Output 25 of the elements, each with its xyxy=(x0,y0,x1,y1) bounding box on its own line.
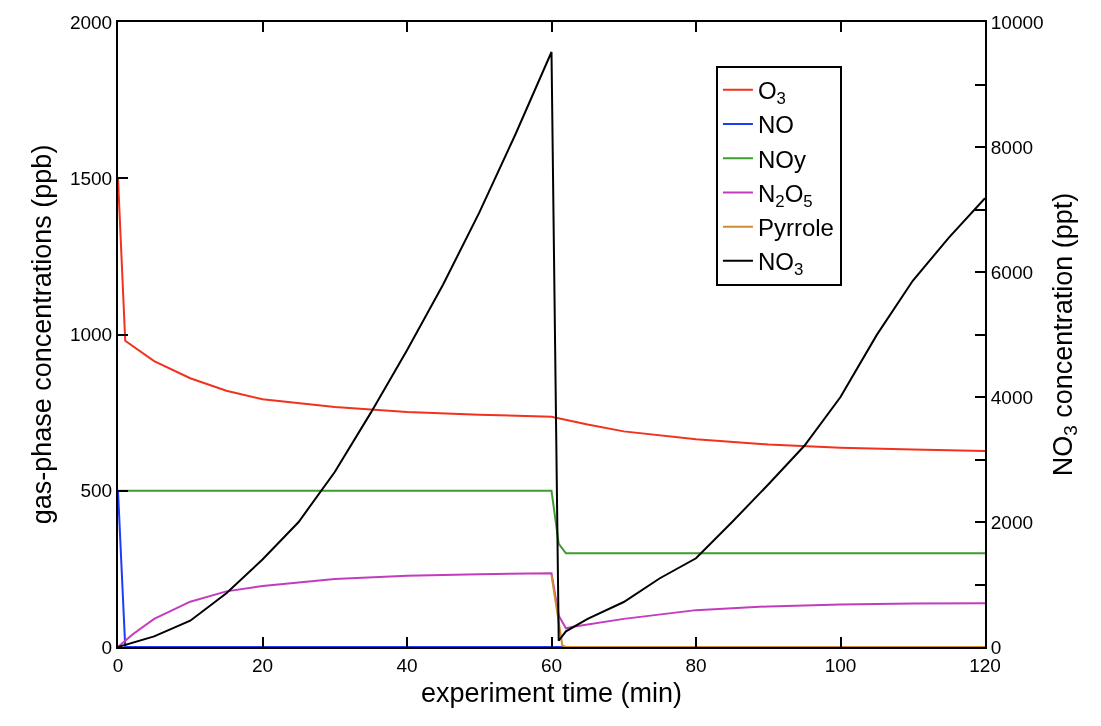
y-tick-label: 2000 xyxy=(69,11,113,33)
line-series xyxy=(118,572,985,647)
legend-label: NO xyxy=(757,111,794,139)
y2-tick-label: 6000 xyxy=(990,261,1034,283)
y-tick-label: 500 xyxy=(80,480,113,502)
y-tick-label: 1500 xyxy=(69,167,113,189)
x-tick-label: 60 xyxy=(540,654,563,676)
legend-label: NO$_{3}$ xyxy=(757,248,804,280)
x-tick-label: 100 xyxy=(824,654,857,676)
legend-label: Pyrrole xyxy=(757,214,834,242)
legend-label: N$_{2}$O$_{5}$ xyxy=(757,179,813,211)
legend-label: NOy xyxy=(757,145,806,173)
y-tick-label: 1000 xyxy=(69,324,113,346)
x-tick-label: 20 xyxy=(251,654,274,676)
x-axis-title: experiment time (min) xyxy=(420,677,683,708)
legend-label: O$_{3}$ xyxy=(757,77,786,109)
y2-tick-label: 10000 xyxy=(990,11,1044,33)
y2-tick-label: 4000 xyxy=(990,386,1034,408)
x-tick-label: 80 xyxy=(685,654,707,676)
y2-tick-label: 8000 xyxy=(990,136,1034,158)
line-series xyxy=(118,177,985,453)
y2-tick-label: 2000 xyxy=(990,511,1034,533)
y-tick-label: 0 xyxy=(101,636,113,658)
y-axis-title: gas-phase concentrations (ppb) xyxy=(27,144,58,525)
x-tick-label: 40 xyxy=(396,654,418,676)
